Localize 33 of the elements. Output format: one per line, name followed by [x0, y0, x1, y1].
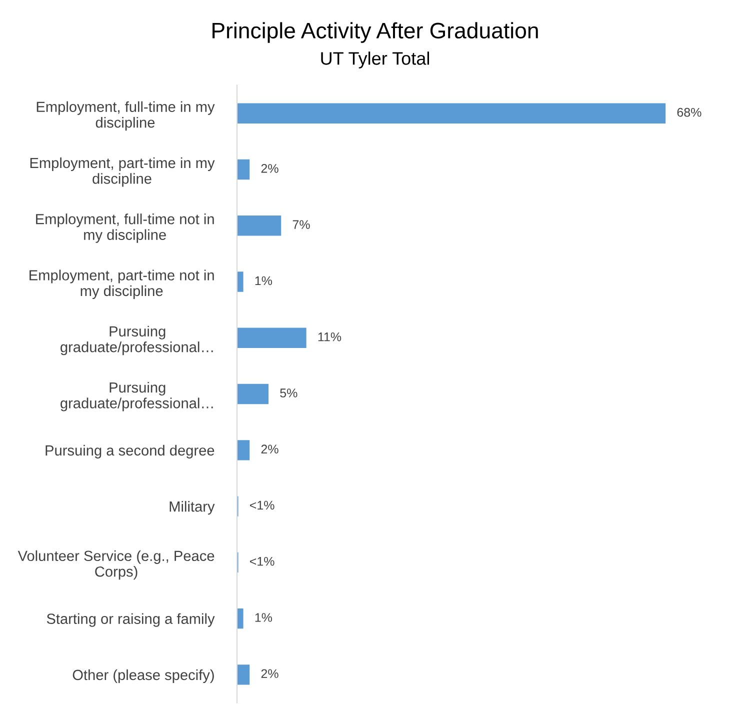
y-tick-label: Employment, full-time in my discipline: [36, 101, 215, 131]
data-label: 7%: [292, 220, 310, 229]
data-label: 68%: [677, 108, 702, 117]
y-tick-label: Volunteer Service (e.g., Peace Corps): [18, 550, 214, 580]
y-tick-label: Employment, part-time not in my discipline: [30, 270, 214, 299]
data-label: 2%: [261, 444, 278, 454]
y-tick-label: Starting or raising a family: [46, 613, 215, 627]
y-tick-label: Pursuing graduate/professional…: [60, 382, 213, 412]
bar: [237, 384, 269, 404]
bar: [237, 103, 666, 124]
bar: [237, 664, 250, 685]
chart-subtitle: UT Tyler Total: [321, 52, 430, 68]
data-label: 2%: [261, 164, 278, 173]
bar: [237, 608, 244, 629]
y-tick-label: Pursuing graduate/professional…: [60, 326, 213, 356]
y-tick-label: Other (please specify): [72, 669, 214, 683]
data-label: <1%: [250, 556, 274, 566]
y-tick-label: Military: [170, 501, 215, 515]
y-tick-label: Employment, full-time not in my discipline: [36, 214, 214, 243]
bar: [237, 272, 244, 292]
data-label: 1%: [255, 613, 272, 622]
y-tick-label: Employment, part-time in my discipline: [30, 157, 215, 187]
bar: [237, 328, 306, 348]
data-label: 5%: [280, 388, 298, 398]
chart-title: Principle Activity After Graduation: [212, 22, 538, 43]
data-label: 11%: [318, 332, 342, 342]
data-label: 2%: [261, 669, 278, 678]
bar: [237, 216, 282, 236]
bar: [237, 440, 250, 460]
y-tick-label: Pursuing a second degree: [46, 444, 214, 458]
data-label: 1%: [255, 276, 272, 286]
bar: [237, 159, 250, 180]
data-label: <1%: [250, 500, 274, 510]
